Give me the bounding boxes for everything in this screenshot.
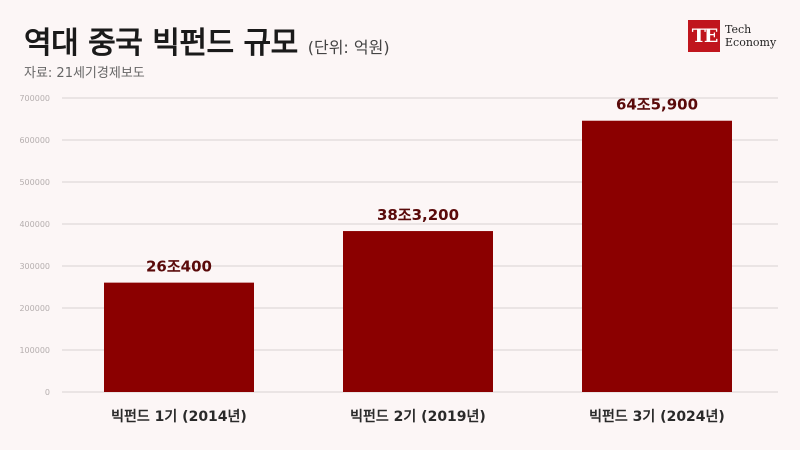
- unit-label: (단위: 억원): [307, 38, 390, 57]
- logo-wordmark: Tech Economy: [725, 23, 776, 49]
- y-tick-label: 200000: [19, 304, 50, 313]
- logo-mark: TE: [688, 20, 720, 52]
- y-tick-label: 400000: [19, 220, 50, 229]
- y-tick-label: 500000: [19, 178, 50, 187]
- y-tick-label: 0: [45, 388, 50, 397]
- data-label: 64조5,900: [616, 96, 698, 114]
- y-tick-label: 600000: [19, 136, 50, 145]
- category-label: 빅펀드 2기 (2019년): [350, 408, 486, 425]
- bar: [343, 231, 493, 392]
- chart-title: 역대 중국 빅펀드 규모: [24, 26, 298, 61]
- bar: [104, 282, 254, 392]
- title-row: 역대 중국 빅펀드 규모 (단위: 억원): [24, 18, 390, 62]
- y-tick-label: 700000: [19, 94, 50, 103]
- data-label: 38조3,200: [377, 206, 459, 224]
- data-label: 26조400: [146, 258, 212, 276]
- category-label: 빅펀드 3기 (2024년): [589, 408, 725, 425]
- bar: [582, 120, 732, 393]
- tech-economy-logo: TE Tech Economy: [688, 20, 776, 52]
- logo-line-tech: Tech: [725, 23, 752, 36]
- category-label: 빅펀드 1기 (2014년): [111, 408, 247, 425]
- y-tick-label: 300000: [19, 262, 50, 271]
- logo-line-economy: Economy: [725, 36, 777, 49]
- source-label: 자료: 21세기경제보도: [24, 66, 145, 81]
- y-tick-label: 100000: [19, 346, 50, 355]
